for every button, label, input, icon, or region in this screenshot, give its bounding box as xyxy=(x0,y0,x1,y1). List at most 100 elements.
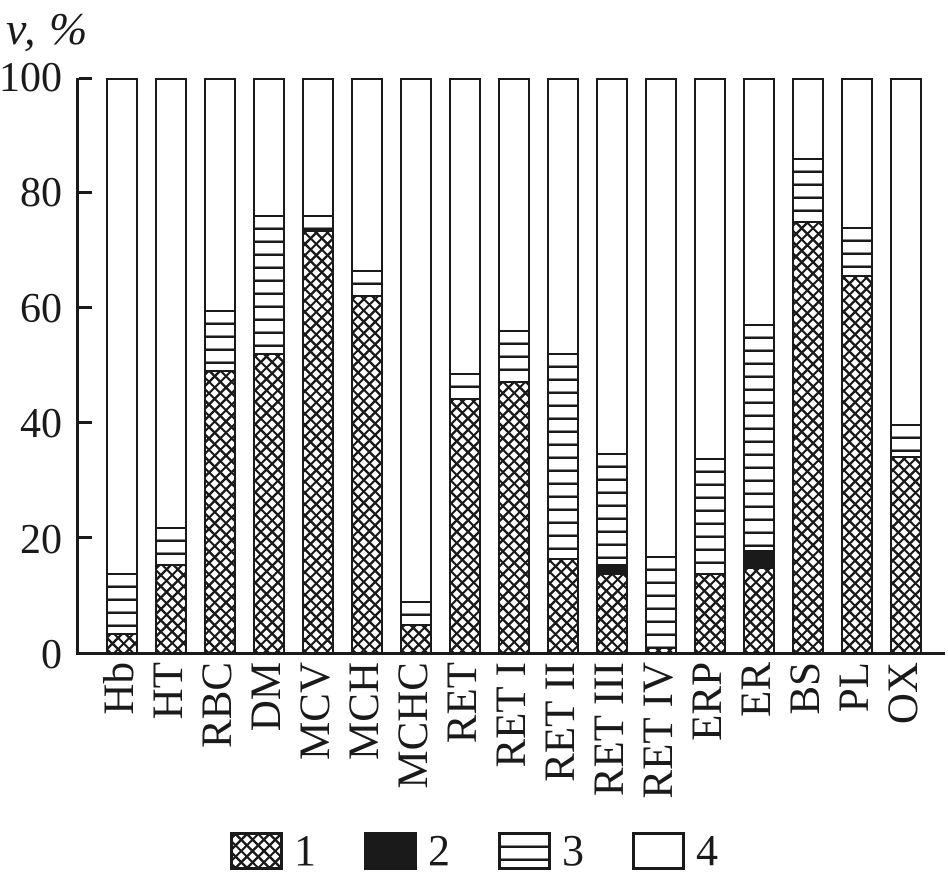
x-label-er: ER xyxy=(733,662,780,717)
legend-label-4: 4 xyxy=(696,826,718,875)
segment-series4-mcv xyxy=(304,80,332,218)
x-label-text-ret: RET xyxy=(438,662,486,744)
x-label-text-pl: PL xyxy=(830,662,878,713)
segment-series1-mch xyxy=(353,297,381,652)
segment-series4-ret-iii xyxy=(598,80,626,455)
x-label-bs: BS xyxy=(782,662,829,715)
bar-dm xyxy=(253,78,285,652)
x-label-pl: PL xyxy=(831,662,878,712)
y-axis-title: v, % xyxy=(6,3,89,54)
x-label-text-mch: MCH xyxy=(340,662,388,760)
bar-ox xyxy=(890,78,922,652)
x-label-ret-iv: RET IV xyxy=(635,662,682,799)
legend-swatch-hlines xyxy=(498,832,551,870)
segment-series4-bs xyxy=(794,80,822,161)
segment-series1-bs xyxy=(794,223,822,652)
segment-series3-ret-iii xyxy=(598,454,626,567)
x-label-text-ret-iv: RET IV xyxy=(634,662,682,799)
legend-item-2: 2 xyxy=(364,829,450,873)
legend-item-4: 4 xyxy=(632,829,718,873)
y-tick-mark-60 xyxy=(79,306,92,310)
bar-ret xyxy=(449,78,481,652)
segment-series3-hb xyxy=(108,574,136,635)
segment-series3-er xyxy=(745,325,773,552)
segment-series4-ret xyxy=(451,80,479,375)
segment-series4-pl xyxy=(843,80,871,229)
legend-swatch-solid xyxy=(364,832,417,870)
bars-container xyxy=(79,78,945,652)
segment-series3-rbc xyxy=(206,311,234,372)
legend-swatch-crosshatch xyxy=(230,832,283,870)
segment-series4-ht xyxy=(157,80,185,530)
bar-er xyxy=(743,78,775,652)
y-tick-mark-80 xyxy=(79,191,92,195)
x-label-ht: HT xyxy=(145,662,192,719)
segment-series1-dm xyxy=(255,354,283,652)
x-label-ox: OX xyxy=(880,662,927,724)
segment-series1-ret-ii xyxy=(549,560,577,652)
segment-series1-ox xyxy=(892,457,920,652)
bar-erp xyxy=(694,78,726,652)
y-tick-mark-20 xyxy=(79,535,92,539)
segment-series4-er xyxy=(745,80,773,326)
x-label-text-ret-ii: RET II xyxy=(536,662,584,782)
segment-series1-pl xyxy=(843,277,871,652)
x-label-text-mcv: MCV xyxy=(291,662,339,760)
segment-series1-ht xyxy=(157,566,185,652)
segment-series4-mchc xyxy=(402,80,430,604)
bar-pl xyxy=(841,78,873,652)
x-label-text-mchc: MCHC xyxy=(389,662,437,789)
segment-series1-hb xyxy=(108,634,136,652)
legend-item-3: 3 xyxy=(498,829,584,873)
segment-series2-er xyxy=(745,551,773,570)
legend-label-3: 3 xyxy=(562,826,584,875)
segment-series4-hb xyxy=(108,80,136,575)
legend-label-2: 2 xyxy=(428,826,450,875)
segment-series3-ret-i xyxy=(500,331,528,384)
segment-series3-dm xyxy=(255,217,283,355)
bar-ret-iii xyxy=(596,78,628,652)
bar-hb xyxy=(106,78,138,652)
x-label-text-bs: BS xyxy=(781,662,829,715)
bar-mch xyxy=(351,78,383,652)
bar-ht xyxy=(155,78,187,652)
segment-series4-ox xyxy=(892,80,920,427)
segment-series3-erp xyxy=(696,460,724,575)
x-label-text-rbc: RBC xyxy=(193,662,241,749)
x-label-text-hb: Hb xyxy=(95,662,143,715)
y-tick-label-100: 100 xyxy=(0,55,62,101)
x-label-erp: ERP xyxy=(684,662,731,741)
x-label-text-ret-i: RET I xyxy=(487,662,535,768)
segment-series1-mcv xyxy=(304,231,332,652)
segment-series3-ret-ii xyxy=(549,354,577,561)
segment-series3-mcv xyxy=(304,217,332,232)
segment-series1-er xyxy=(745,569,773,652)
y-axis-tick-labels: 0 20 40 60 80 100 xyxy=(0,57,66,676)
segment-series3-pl xyxy=(843,228,871,278)
x-label-text-ht: HT xyxy=(144,662,192,720)
x-label-mchc: MCHC xyxy=(390,662,437,789)
legend-label-1: 1 xyxy=(294,826,316,875)
segment-series1-erp xyxy=(696,574,724,652)
plot-area xyxy=(76,76,945,655)
x-label-text-ret-iii: RET III xyxy=(585,662,633,797)
segment-series4-ret-iv xyxy=(647,80,675,558)
y-tick-mark-100 xyxy=(79,76,92,80)
bar-mchc xyxy=(400,78,432,652)
segment-series1-mchc xyxy=(402,626,430,652)
x-label-rbc: RBC xyxy=(194,662,241,748)
bar-bs xyxy=(792,78,824,652)
x-label-text-erp: ERP xyxy=(683,662,731,741)
y-tick-label-0: 0 xyxy=(41,632,62,678)
segment-series4-mch xyxy=(353,80,381,272)
y-tick-mark-40 xyxy=(79,420,92,424)
bar-ret-ii xyxy=(547,78,579,652)
y-tick-label-80: 80 xyxy=(20,170,62,217)
segment-series1-ret-i xyxy=(500,383,528,652)
legend-swatch-plain xyxy=(632,832,685,870)
segment-series3-bs xyxy=(794,160,822,223)
x-label-ret-iii: RET III xyxy=(586,662,633,796)
segment-series3-ret xyxy=(451,374,479,401)
segment-series1-rbc xyxy=(206,371,234,652)
x-label-hb: Hb xyxy=(96,662,143,715)
